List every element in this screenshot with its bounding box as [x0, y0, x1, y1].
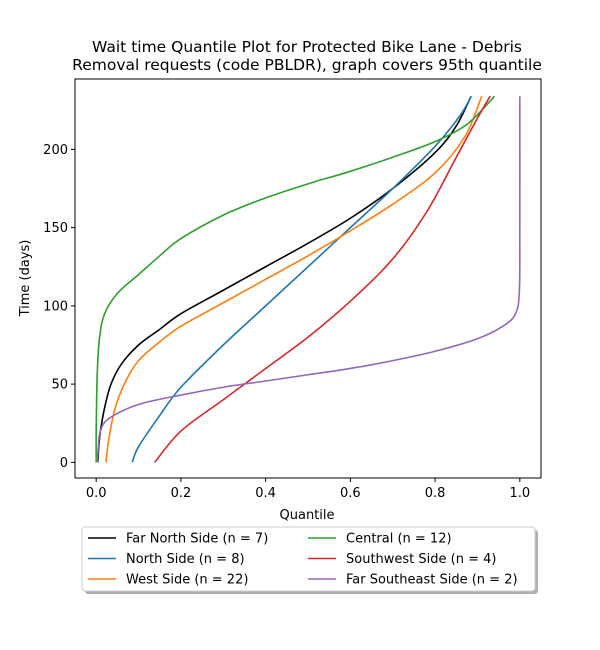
y-axis-ticks: 0 50 100 150 200: [43, 143, 75, 471]
series-line-1: [97, 95, 472, 463]
x-tick-label: 1.0: [509, 486, 530, 501]
legend-items: Far North Side (n = 7) North Side (n = 8)…: [88, 532, 518, 588]
x-tick-label: 0.2: [171, 486, 192, 501]
x-axis-label: Quantile: [280, 508, 335, 523]
x-tick-label: 0.4: [255, 486, 276, 501]
legend-label: West Side (n = 22): [126, 573, 248, 588]
y-tick-label: 150: [43, 221, 68, 236]
series-line-5: [154, 95, 491, 463]
y-axis-label: Time (days): [18, 240, 33, 318]
series-line-2: [131, 95, 472, 463]
legend-label: Southwest Side (n = 4): [346, 552, 496, 567]
x-axis-ticks: 0.0 0.2 0.4 0.6 0.8 1.0: [86, 478, 530, 501]
x-tick-label: 0.6: [340, 486, 361, 501]
legend-label: North Side (n = 8): [126, 552, 245, 567]
chart-title-line-2: Removal requests (code PBLDR), graph cov…: [72, 56, 542, 74]
x-tick-label: 0.8: [425, 486, 446, 501]
y-tick-label: 0: [60, 456, 68, 471]
x-tick-label: 0.0: [86, 486, 107, 501]
legend-label: Far Southeast Side (n = 2): [346, 573, 518, 588]
legend-label: Far North Side (n = 7): [126, 532, 268, 547]
legend: Far North Side (n = 7) North Side (n = 8)…: [81, 526, 538, 594]
y-tick-label: 100: [43, 299, 68, 314]
series-lines: [95, 95, 521, 463]
y-tick-label: 200: [43, 143, 68, 158]
series-line-3: [105, 95, 483, 463]
chart-title-line-1: Wait time Quantile Plot for Protected Bi…: [92, 38, 522, 56]
series-line-6: [96, 96, 521, 463]
series-line-4: [95, 95, 495, 463]
legend-label: Central (n = 12): [346, 532, 452, 547]
plot-frame: [74, 78, 542, 479]
y-tick-label: 50: [51, 378, 68, 393]
